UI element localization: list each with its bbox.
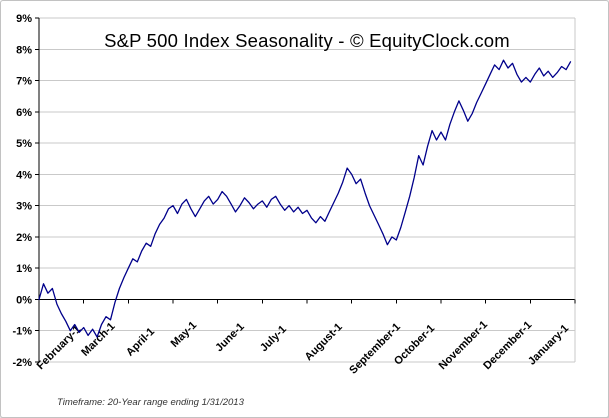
y-gridlines [35, 17, 575, 363]
x-tick-label: July-1 [258, 323, 289, 354]
y-tick-label: 5% [16, 138, 32, 150]
x-tick-label: June-1 [213, 321, 247, 355]
chart-footnote: Timeframe: 20-Year range ending 1/31/201… [57, 397, 244, 408]
y-tick-label: 4% [16, 169, 32, 181]
x-tick-label: May-1 [169, 319, 200, 350]
y-tick-label: 9% [16, 13, 32, 25]
x-ticks [38, 299, 576, 304]
y-tick-label: 7% [16, 76, 32, 88]
y-tick-label: 8% [16, 44, 32, 56]
x-tick-label: March-1 [79, 320, 117, 358]
x-tick-label: January-1 [526, 322, 571, 367]
y-tick-label: -1% [12, 326, 32, 338]
y-tick-label: 3% [16, 201, 32, 213]
y-tick-label: 0% [16, 294, 32, 306]
y-tick-label: 2% [16, 232, 32, 244]
y-tick-label: 1% [16, 263, 32, 275]
y-tick-label: -2% [12, 357, 32, 369]
y-axis-labels: -2% -1% 0% 1% 2% 3% 4% 5% 6% 7% 8% 9% [12, 13, 32, 369]
y-tick-label: 6% [16, 107, 32, 119]
x-tick-label: August-1 [303, 321, 345, 363]
seasonality-line [38, 59, 572, 338]
x-tick-label: September-1 [347, 321, 403, 377]
chart-title: S&P 500 Index Seasonality - © EquityCloc… [104, 30, 510, 51]
